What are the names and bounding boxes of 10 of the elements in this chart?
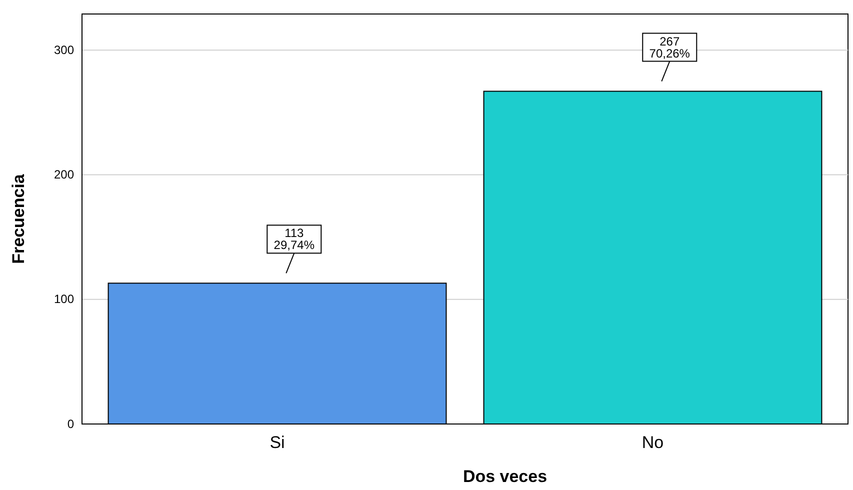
y-axis-title: Frecuencia: [9, 174, 28, 264]
data-label: 267 70,26%: [649, 34, 690, 60]
data-label: 113 29,74%: [274, 226, 315, 252]
y-tick-label: 0: [67, 416, 74, 431]
x-tick-label: No: [642, 433, 664, 452]
y-tick-label: 100: [54, 292, 74, 306]
y-tick-label: 300: [54, 42, 74, 57]
x-tick-label: Si: [270, 433, 285, 452]
y-tick-label: 200: [54, 168, 74, 182]
x-axis-title: Dos veces: [462, 467, 548, 486]
